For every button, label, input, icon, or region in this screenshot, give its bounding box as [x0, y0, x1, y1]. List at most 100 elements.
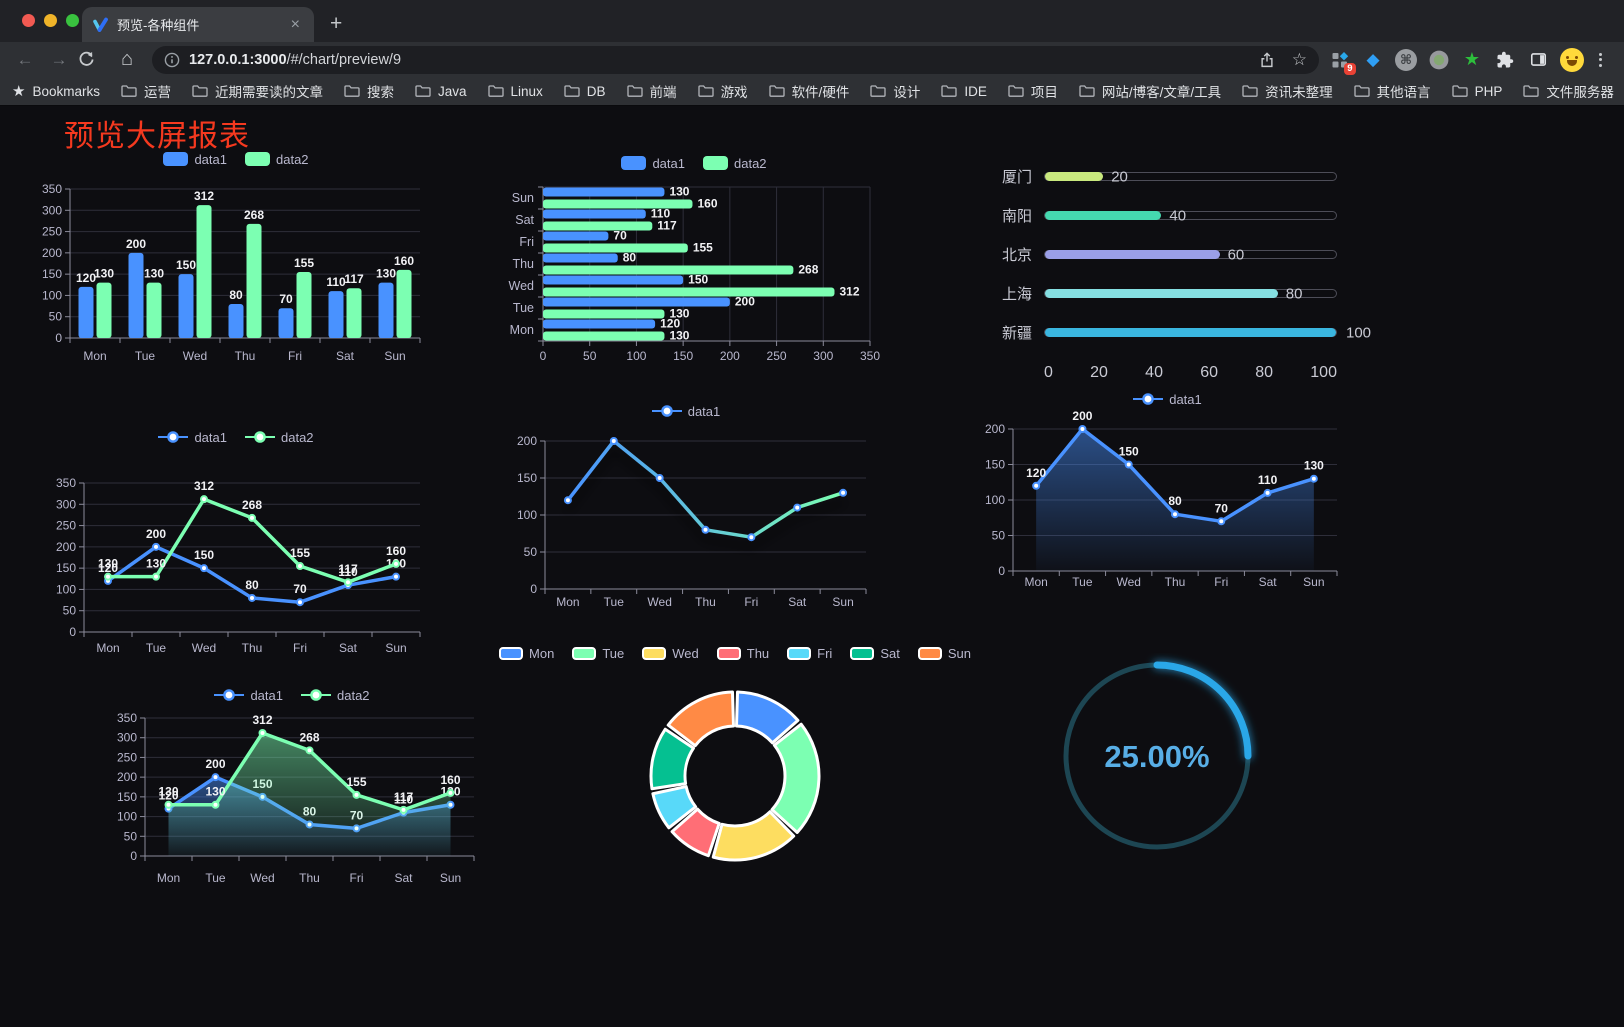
ext-green-star-icon[interactable]: ★ — [1463, 49, 1481, 69]
point-data1-Wed[interactable] — [1124, 460, 1133, 469]
legend-item-data1[interactable]: data1 — [163, 152, 227, 167]
bar-data1-Tue[interactable] — [543, 297, 730, 307]
legend-item-Sun[interactable]: Sun — [917, 646, 971, 661]
bar-data2-Wed[interactable] — [196, 205, 212, 338]
point-data1-Sun[interactable] — [839, 488, 848, 497]
point-data1-Tue[interactable] — [609, 437, 618, 445]
legend-item-data2[interactable]: data2 — [245, 152, 309, 167]
bar-data2-Wed[interactable] — [543, 287, 835, 297]
bookmark-folder-7[interactable]: 游戏 — [697, 81, 748, 101]
bar-data2-Fri[interactable] — [296, 272, 312, 338]
share-icon[interactable] — [1258, 51, 1276, 69]
bookmark-folder-9[interactable]: 设计 — [870, 81, 920, 101]
point-data1-Thu[interactable] — [701, 525, 710, 534]
point-data2-Sat[interactable] — [344, 578, 352, 587]
chart-canvas[interactable]: 0 50 100 150 200 250 300 350 Mon Tue Wed Thu Fri Sat S… — [40, 449, 432, 659]
tab-close-icon[interactable]: × — [290, 15, 300, 33]
new-tab-button[interactable]: + — [330, 12, 343, 35]
pie-slice-Mon[interactable] — [735, 690, 800, 745]
legend-item-data1[interactable]: data1 — [214, 688, 283, 703]
bookmark-folder-0[interactable]: 运营 — [121, 81, 171, 101]
browser-tab[interactable]: 预览-各种组件 × — [82, 7, 314, 42]
bar-data1-Tue[interactable] — [128, 252, 144, 338]
bookmarks-root[interactable]: ★ Bookmarks — [12, 83, 100, 100]
bookmark-star-icon[interactable]: ☆ — [1291, 49, 1307, 69]
chart-canvas[interactable]: 0 50 100 150 200 Mon Tue Wed Thu Fri Sat Sun 120 200 1… — [980, 411, 1355, 593]
bookmark-folder-11[interactable]: 项目 — [1008, 81, 1058, 101]
pie-slice-Wed[interactable] — [711, 810, 796, 862]
point-data1-Wed[interactable] — [655, 474, 664, 482]
point-data1-Sat[interactable] — [1263, 488, 1272, 497]
ext-gem-icon[interactable]: ◆ — [1366, 49, 1380, 69]
bar-data1-Sun[interactable] — [543, 187, 665, 197]
home-icon[interactable]: ⌂ — [120, 48, 134, 70]
bookmark-folder-1[interactable]: 近期需要读的文章 — [192, 81, 323, 101]
url-bar[interactable]: 127.0.0.1:3000/#/chart/preview/9 ☆ — [152, 45, 1319, 74]
point-data2-Mon[interactable] — [104, 572, 112, 581]
point-data1-Mon[interactable] — [1032, 481, 1041, 490]
legend-item-data2[interactable]: data2 — [245, 430, 314, 445]
bookmark-folder-5[interactable]: DB — [564, 84, 606, 99]
point-data1-Sun[interactable] — [1309, 474, 1318, 483]
bookmark-folder-8[interactable]: 软件/硬件 — [768, 81, 849, 101]
pie-slice-Tue[interactable] — [770, 722, 821, 834]
point-data2-Mon[interactable] — [164, 800, 173, 809]
bar-data1-Sat[interactable] — [543, 209, 646, 219]
chart-canvas[interactable]: 0 50 100 150 200 250 300 350 Mon Tue Wed Thu Fri Sat S… — [40, 171, 432, 367]
point-data2-Tue[interactable] — [152, 572, 160, 581]
pie-slice-Sat[interactable] — [649, 727, 695, 791]
bar-data1-Mon[interactable] — [78, 286, 94, 338]
ext-command-icon[interactable]: ⌘ — [1395, 48, 1417, 71]
bar-data1-Fri[interactable] — [278, 308, 294, 338]
point-data1-Thu[interactable] — [1171, 510, 1179, 519]
bookmark-folder-12[interactable]: 网站/博客/文章/工具 — [1079, 81, 1221, 101]
browser-menu-icon[interactable] — [1595, 52, 1606, 67]
bar-data1-Mon[interactable] — [543, 319, 656, 329]
close-window-button[interactable] — [22, 14, 35, 27]
pie-slice-Sun[interactable] — [666, 690, 735, 748]
bar-data2-Thu[interactable] — [246, 223, 262, 338]
point-data2-Thu[interactable] — [305, 746, 314, 755]
side-panel-icon[interactable] — [1527, 49, 1549, 71]
bar-data2-Fri[interactable] — [543, 243, 688, 253]
bookmark-folder-10[interactable]: IDE — [941, 84, 987, 99]
point-data2-Sat[interactable] — [399, 805, 408, 814]
point-data1-Wed[interactable] — [200, 564, 208, 573]
bar-data2-Sun[interactable] — [543, 199, 693, 209]
reload-icon[interactable] — [78, 51, 108, 68]
extensions-puzzle-icon[interactable] — [1494, 49, 1516, 71]
bar-data1-Thu[interactable] — [543, 253, 618, 263]
bookmark-folder-14[interactable]: 其他语言 — [1353, 81, 1431, 101]
point-data1-Thu[interactable] — [248, 593, 256, 602]
back-icon[interactable]: ← — [16, 49, 34, 69]
pie-slice-Fri[interactable] — [651, 785, 698, 830]
legend-item-Wed[interactable]: Wed — [642, 646, 699, 661]
line-data1[interactable] — [566, 439, 845, 539]
bookmark-folder-16[interactable]: 文件服务器 — [1523, 81, 1614, 101]
legend-item-data1[interactable]: data1 — [158, 430, 227, 445]
point-data1-Tue[interactable] — [211, 773, 220, 782]
point-data2-Fri[interactable] — [296, 562, 304, 571]
legend-item-Fri[interactable]: Fri — [787, 646, 832, 661]
bookmark-folder-2[interactable]: 搜索 — [344, 81, 394, 101]
point-data1-Tue[interactable] — [1078, 425, 1087, 433]
legend-item-Tue[interactable]: Tue — [572, 646, 624, 661]
bookmark-folder-15[interactable]: PHP — [1451, 84, 1502, 99]
point-data1-Fri[interactable] — [1217, 517, 1226, 526]
legend-item-Sat[interactable]: Sat — [850, 646, 900, 661]
forward-icon[interactable]: → — [50, 49, 68, 69]
point-data1-Sat[interactable] — [793, 503, 802, 512]
bar-data2-Sat[interactable] — [543, 221, 653, 231]
legend-item-data1[interactable]: data1 — [651, 404, 720, 419]
bookmark-folder-3[interactable]: Java — [415, 84, 467, 99]
ext-recorder-icon[interactable] — [1428, 49, 1450, 71]
bar-data2-Thu[interactable] — [543, 265, 794, 275]
pie-slice-Thu[interactable] — [670, 807, 721, 858]
point-data2-Thu[interactable] — [248, 513, 256, 522]
point-data1-Mon[interactable] — [563, 496, 572, 505]
point-data1-Tue[interactable] — [152, 542, 160, 551]
profile-avatar[interactable] — [1560, 47, 1584, 72]
chart-canvas[interactable]: 25.00% — [1054, 653, 1260, 859]
point-data1-Sun[interactable] — [392, 572, 400, 581]
